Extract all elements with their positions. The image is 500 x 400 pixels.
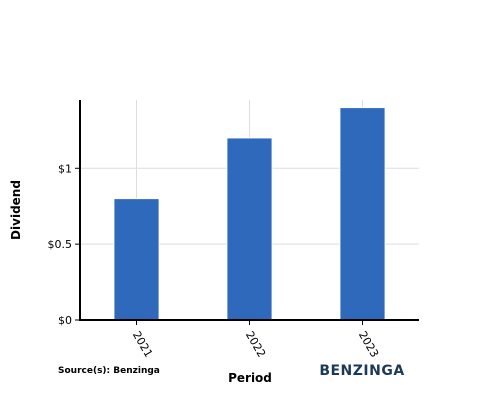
bar-2021 — [113, 198, 160, 321]
x-tick-label-2023: 2023 — [356, 329, 381, 360]
y-tick-labels: $0 $0.5 $1 — [48, 162, 80, 327]
x-tick-label-2022: 2022 — [243, 329, 268, 360]
y-tick-label-0: $0 — [58, 314, 72, 327]
benzinga-logo: BENZINGA — [319, 363, 404, 379]
y-tick-label-1: $0.5 — [48, 238, 73, 251]
y-axis-title: Dividend — [9, 180, 23, 240]
bars — [113, 107, 386, 321]
y-tick-label-2: $1 — [58, 162, 72, 175]
x-tick-label-2021: 2021 — [130, 329, 155, 360]
source-note: Source(s): Benzinga — [58, 366, 160, 376]
x-tick-labels: 2021 2022 2023 — [130, 320, 381, 360]
bar-2022 — [226, 137, 273, 321]
bar-2023 — [339, 107, 386, 321]
x-axis-title: Period — [228, 371, 272, 385]
